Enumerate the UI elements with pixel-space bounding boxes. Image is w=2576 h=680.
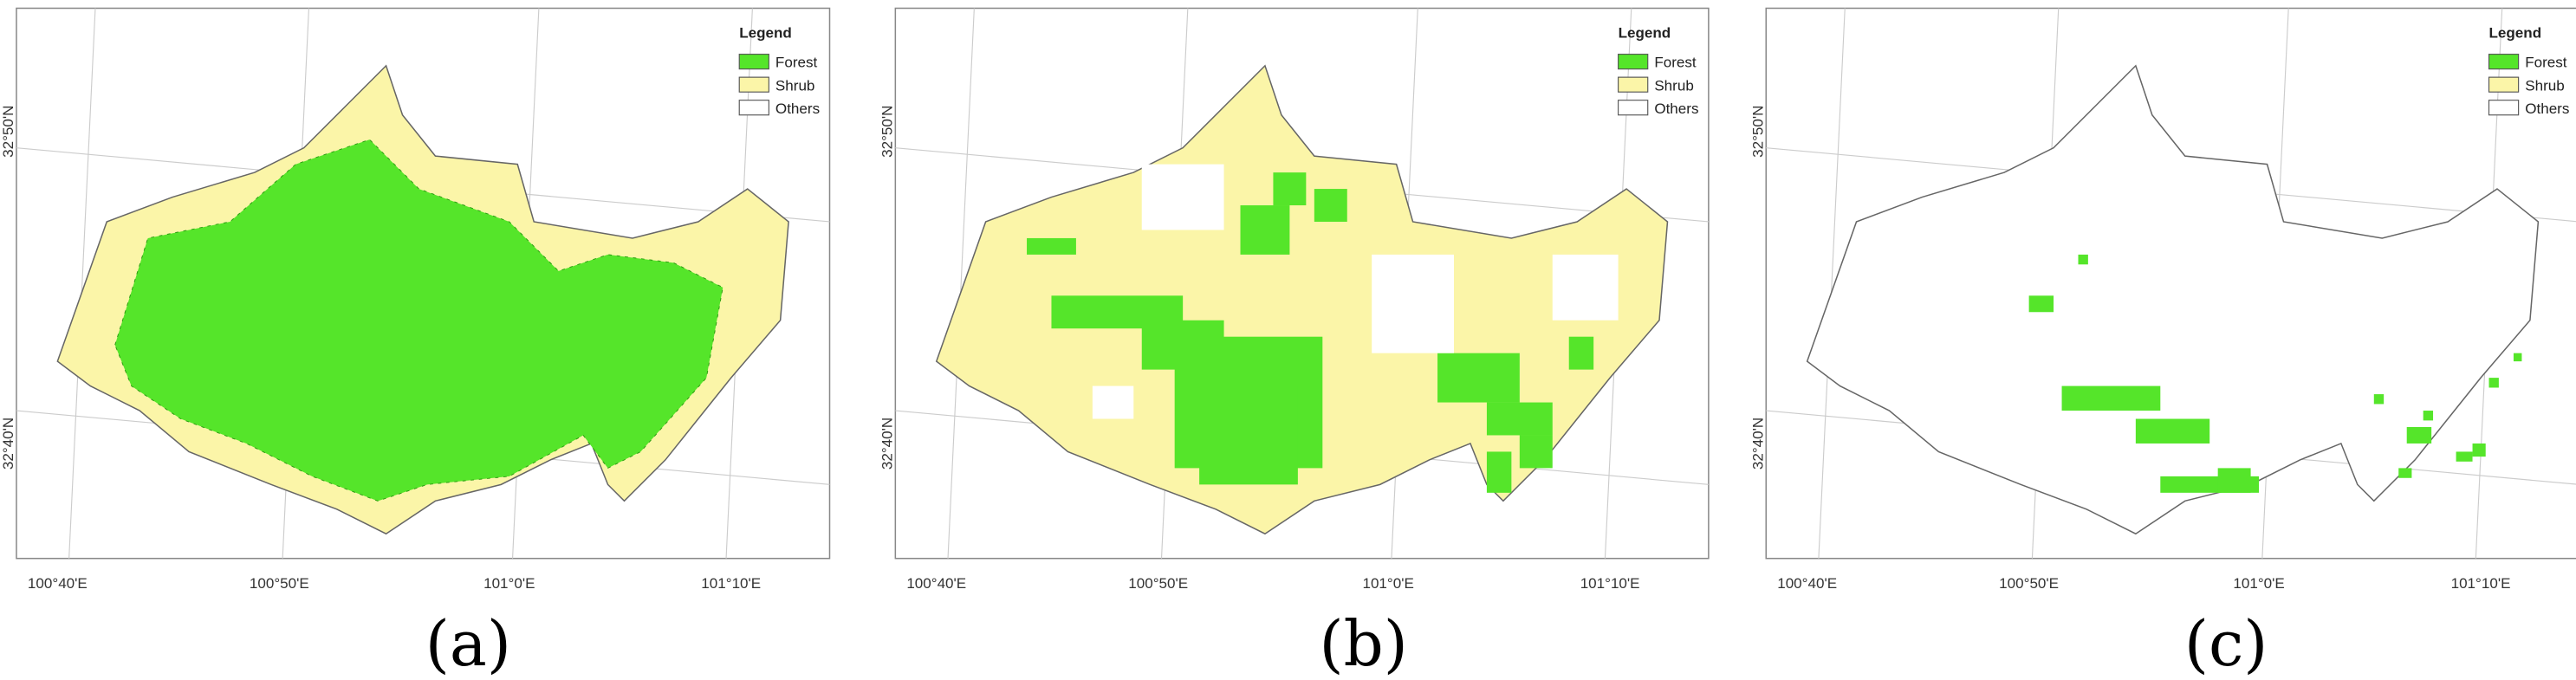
forest-patch [2135, 418, 2210, 444]
lon-label: 101°0'E [1362, 575, 1413, 592]
legend-swatch [1618, 100, 1649, 116]
forest-patch [2217, 468, 2251, 493]
lon-label: 100°40'E [28, 575, 88, 592]
others-patch [1092, 385, 1134, 419]
forest-patch [1486, 451, 1512, 493]
legend-title: Legend [739, 25, 792, 42]
legend-swatch [2488, 100, 2520, 116]
legend-title: Legend [2489, 25, 2542, 42]
forest-patch [1273, 172, 1307, 206]
forest-patch [2423, 411, 2434, 421]
lon-label: 101°10'E [701, 575, 761, 592]
forest-patch [2398, 468, 2412, 478]
lat-label: 32°40'N [1749, 418, 1766, 470]
forest-area [114, 139, 723, 502]
lon-label: 100°50'E [1128, 575, 1188, 592]
forest-patch [1199, 385, 1298, 485]
forest-patch [2472, 443, 2486, 457]
forest-patch [1519, 435, 1553, 469]
legend-swatch [1618, 54, 1649, 70]
others-patch [1372, 254, 1455, 353]
map-panel: Legend Forest Shrub Others 32°50'N 32°40'N 100… [879, 7, 1710, 592]
legend-swatch [2488, 54, 2520, 70]
forest-patch [1027, 237, 1076, 255]
graticule [947, 8, 975, 559]
others-patch [1141, 164, 1224, 230]
forest-patch [2513, 353, 2522, 362]
graticule [1818, 8, 1846, 559]
legend-label: Others [2525, 100, 2569, 117]
forest-patch [1437, 353, 1520, 403]
forest-patch [2061, 385, 2161, 411]
legend-swatch [2488, 76, 2520, 93]
panel-caption: (b) [1320, 607, 1408, 680]
legend-swatch [738, 100, 769, 116]
legend-label: Others [775, 100, 820, 117]
lat-label: 32°50'N [1749, 106, 1766, 158]
forest-patch [2488, 378, 2499, 388]
legend-swatch [1618, 76, 1649, 93]
forest-patch [2078, 254, 2088, 265]
legend-label: Forest [775, 55, 818, 71]
forest-patch [2456, 451, 2473, 462]
forest-patch [2028, 295, 2054, 313]
lat-label: 32°40'N [0, 418, 16, 470]
lon-label: 100°40'E [906, 575, 966, 592]
others-patch [1552, 254, 1619, 321]
lon-label: 101°0'E [2233, 575, 2284, 592]
panel-caption: (c) [2184, 607, 2268, 680]
map-panel: Legend Forest Shrub Others 32°50'N 32°40'N 100… [0, 7, 831, 592]
forest-patch [1568, 336, 1594, 370]
lat-label: 32°50'N [879, 106, 896, 158]
legend-title: Legend [1619, 25, 1671, 42]
legend-swatch [738, 54, 769, 70]
lon-label: 100°40'E [1777, 575, 1837, 592]
map-panel: Legend Forest Shrub Others 32°50'N 32°40'N 100… [1749, 7, 2576, 592]
forest-patch [1314, 189, 1347, 222]
lon-label: 101°0'E [483, 575, 535, 592]
forest-patch [1486, 402, 1553, 436]
legend-swatch [738, 76, 769, 93]
legend-label: Others [1654, 100, 1698, 117]
legend-label: Forest [1654, 55, 1697, 71]
panel-caption: (a) [425, 607, 511, 680]
legend-label: Forest [2525, 55, 2567, 71]
legend-label: Shrub [775, 77, 815, 94]
lat-label: 32°50'N [0, 106, 16, 158]
lon-label: 100°50'E [250, 575, 309, 592]
forest-patch [2406, 426, 2432, 444]
region [1806, 64, 2540, 535]
lat-label: 32°40'N [879, 418, 896, 470]
legend-label: Shrub [1654, 77, 1694, 94]
lon-label: 100°50'E [1999, 575, 2059, 592]
legend-label: Shrub [2525, 77, 2565, 94]
lon-label: 101°10'E [1580, 575, 1640, 592]
forest-patch [1240, 205, 1290, 255]
lon-label: 101°10'E [2451, 575, 2511, 592]
forest-patch [2373, 394, 2385, 405]
graticule [68, 8, 96, 559]
